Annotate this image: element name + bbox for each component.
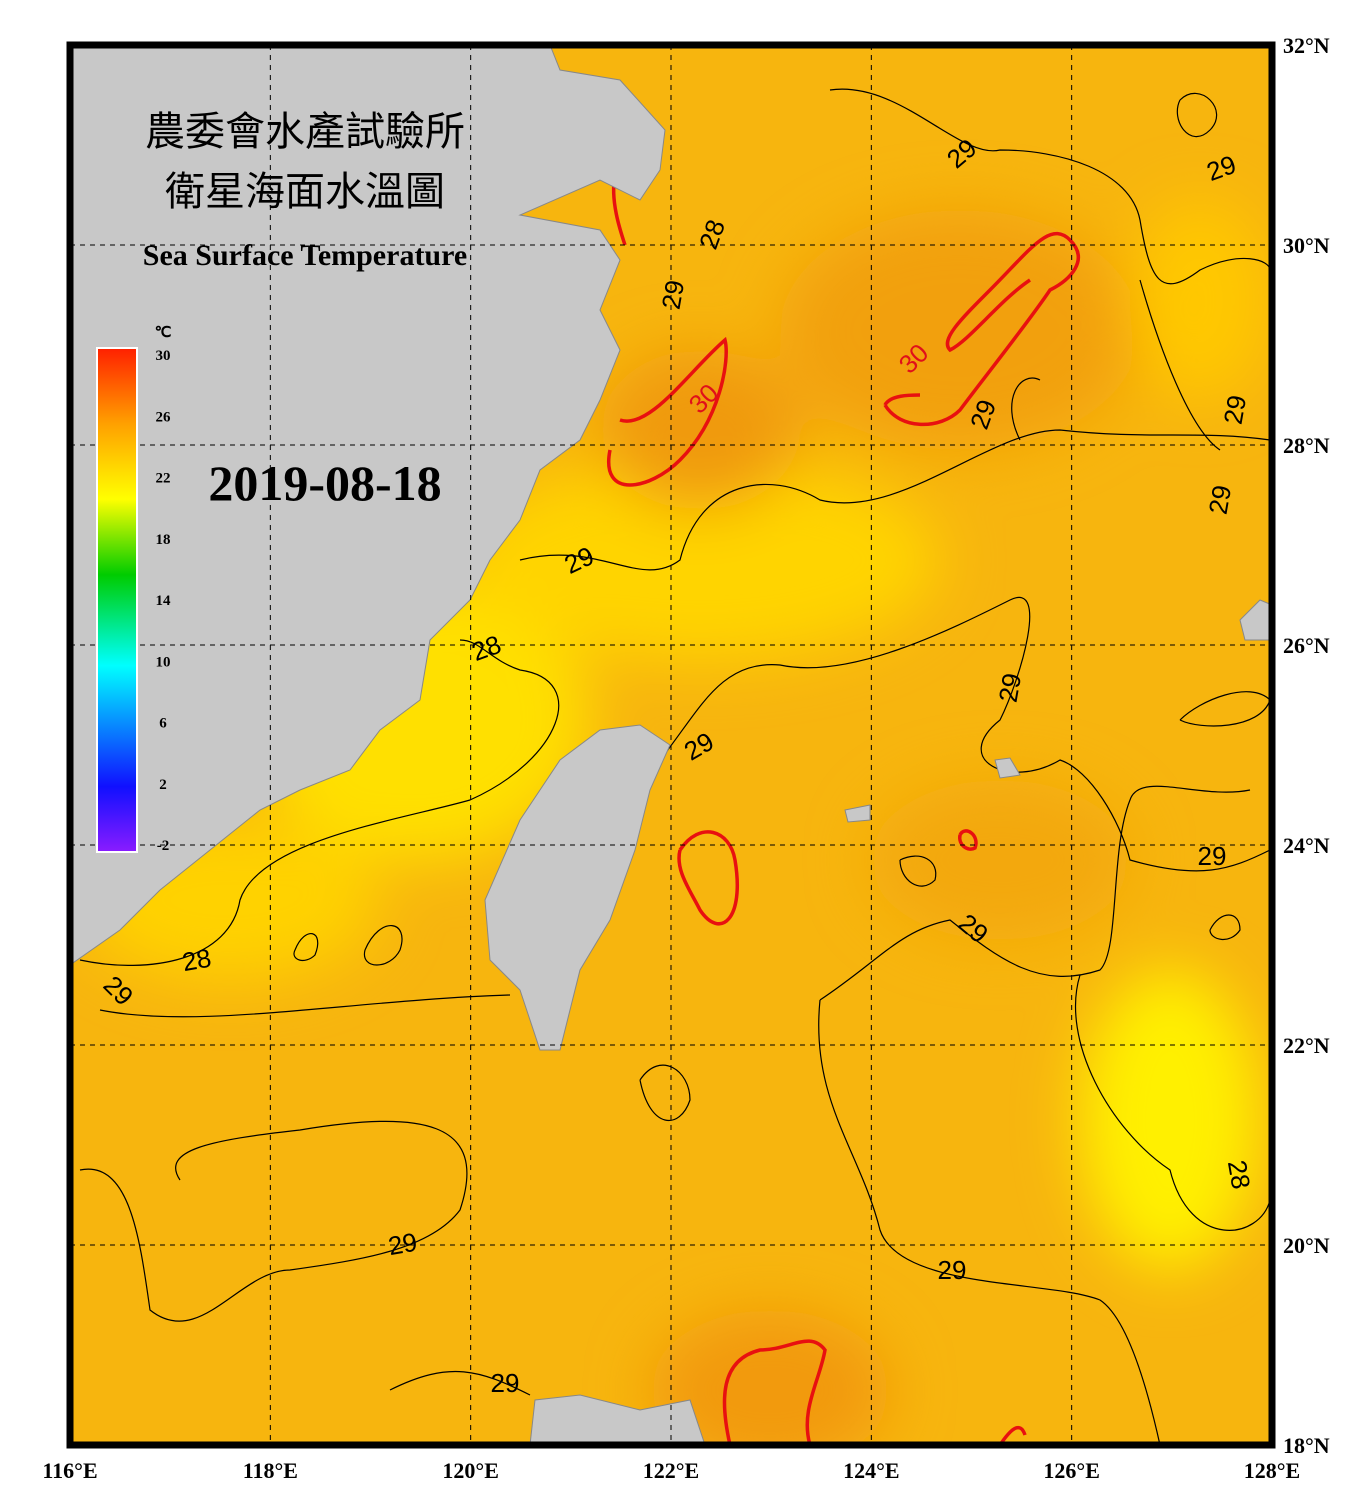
colorbar-tick-label: 18 (156, 532, 171, 548)
lat-tick-label: 26°N (1283, 633, 1330, 658)
subtitle: Sea Surface Temperature (143, 239, 467, 272)
contour-label: 29 (386, 1227, 420, 1262)
contour-label: 29 (938, 1255, 967, 1285)
lat-tick-label: 30°N (1283, 233, 1330, 258)
colorbar-tick-label: 22 (156, 471, 171, 487)
lon-tick-label: 116°E (42, 1458, 97, 1483)
colorbar: ℃ 30 26 22 18 14 10 6 2 -2 (96, 325, 172, 854)
contour-label: 29 (993, 671, 1028, 705)
colorbar-tick-label: 14 (156, 593, 172, 609)
lat-tick-label: 20°N (1283, 1233, 1330, 1258)
colorbar-unit: ℃ (155, 325, 172, 341)
map-frame (66, 41, 1276, 1449)
colorbar-tick-label: 10 (156, 654, 171, 670)
contour-label: 29 (1203, 483, 1238, 517)
axes: 116°E 118°E 120°E 122°E 124°E 126°E 128°E 32°N 3… (42, 33, 1329, 1483)
lon-tick-label: 124°E (843, 1458, 899, 1483)
contour-label: 29 (491, 1368, 520, 1398)
lon-tick-label: 120°E (442, 1458, 498, 1483)
graticule (70, 45, 1272, 1445)
title-line2: 衛星海面水溫圖 (165, 169, 445, 214)
lat-tick-label: 22°N (1283, 1033, 1330, 1058)
colorbar-tick-label: 6 (159, 716, 167, 732)
lat-tick-label: 18°N (1283, 1433, 1330, 1458)
lon-tick-label: 126°E (1043, 1458, 1099, 1483)
date: 2019-08-18 (208, 455, 441, 511)
colorbar-tick-label: -2 (157, 838, 170, 854)
land (70, 45, 1272, 1445)
lon-tick-label: 128°E (1244, 1458, 1300, 1483)
colorbar-tick-label: 2 (159, 777, 167, 793)
contour-label: 29 (1218, 393, 1253, 427)
lon-tick-label: 118°E (243, 1458, 298, 1483)
contour-label: 29 (1198, 841, 1227, 871)
contour-label: 28 (180, 943, 214, 978)
lon-tick-label: 122°E (643, 1458, 699, 1483)
lat-tick-label: 24°N (1283, 833, 1330, 858)
contour-label: 28 (1222, 1158, 1257, 1192)
contour-label: 29 (656, 278, 691, 312)
colorbar-ramp (96, 347, 138, 853)
colorbar-tick-label: 26 (156, 409, 172, 425)
lat-tick-label: 28°N (1283, 433, 1330, 458)
title-line1: 農委會水產試驗所 (145, 109, 465, 154)
lat-tick-label: 32°N (1283, 33, 1330, 58)
colorbar-tick-label: 30 (156, 348, 171, 364)
contours-red (606, 174, 1080, 1445)
